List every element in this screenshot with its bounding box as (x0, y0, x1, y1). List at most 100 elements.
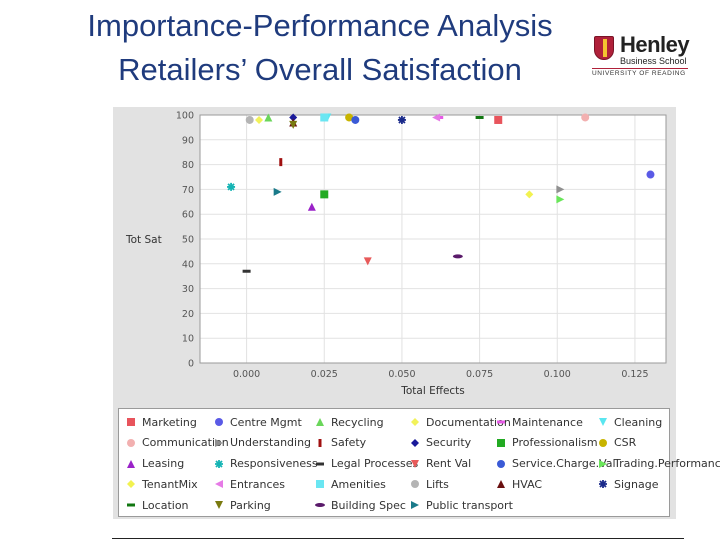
henley-logo: Henley Business School UNIVERSITY OF REA… (590, 33, 700, 79)
legend-marker-leasing (127, 459, 135, 468)
y-tick-label: 40 (182, 259, 194, 270)
legend-marker (127, 438, 135, 447)
chart-legend: Marketing Centre Mgmt Recycling Documentati… (118, 408, 720, 517)
point-marketing (494, 115, 503, 124)
point-building-spec (452, 254, 463, 259)
legend-marker-parking (215, 501, 223, 510)
legend-item-marketing: Marketing (125, 413, 197, 431)
point-responsiveness (227, 182, 236, 191)
point-safety (279, 158, 283, 167)
legend-marker-responsiveness (215, 459, 223, 468)
legend-label: Public transport (426, 498, 513, 512)
legend-marker (127, 480, 135, 489)
legend-marker (497, 420, 505, 424)
legend-label: Centre Mgmt (230, 415, 302, 429)
legend-marker-centre-mgmt (215, 418, 223, 426)
legend-marker (497, 459, 505, 468)
legend-item-trading-performance: Trading.Performance (597, 455, 720, 473)
legend-label: Leasing (142, 457, 185, 471)
chart-panel: 0 10 20 30 40 50 60 70 80 90 100 0.000 0.025 0.050 0.0… (113, 107, 720, 519)
legend-label: Professionalism (512, 436, 598, 450)
point-security (289, 113, 298, 122)
legend-marker (127, 459, 135, 468)
legend-marker-safety (318, 438, 322, 447)
legend-marker-building-spec (315, 503, 325, 508)
legend-marker (318, 438, 322, 447)
legend-item-understanding: Understanding (213, 434, 311, 452)
legend-label: Security (426, 436, 472, 450)
slide-title: Importance-Performance Analysis Retailer… (40, 4, 600, 92)
legend-item-legal-processes: Legal Processes (314, 455, 418, 473)
y-tick-label: 30 (182, 284, 194, 295)
point-amenities (320, 113, 329, 122)
legend-item-leasing: Leasing (125, 455, 184, 473)
point-lifts (245, 115, 254, 124)
legend-item-cleaning: Cleaning (597, 413, 662, 431)
legend-marker (599, 480, 607, 489)
legend-item-parking: Parking (213, 496, 271, 514)
point-rent-val (363, 257, 372, 266)
legend-label: Location (142, 498, 189, 512)
shield-icon (594, 36, 614, 60)
legend-item-professionalism: Professionalism (495, 434, 598, 452)
x-tick-label: 0.000 (233, 369, 260, 380)
legend-label: Safety (331, 436, 367, 450)
legend-marker-trading-performance (599, 459, 607, 468)
legend-label: Understanding (230, 436, 312, 450)
legend-item-responsiveness: Responsiveness (213, 455, 318, 473)
point-public-transport (273, 187, 282, 196)
point-tenantmix (525, 190, 534, 199)
legend-label: Parking (230, 498, 271, 512)
legend-label: Entrances (230, 477, 286, 491)
x-axis-label: Total Effects (400, 385, 465, 397)
legend-item-csr: CSR (597, 434, 636, 452)
legend-label: HVAC (512, 477, 543, 491)
x-tick-label: 0.075 (466, 369, 493, 380)
legend-item-entrances: Entrances (213, 475, 285, 493)
legend-label: Responsiveness (230, 457, 318, 471)
legend-item-hvac: HVAC (495, 475, 542, 493)
legend-marker (497, 438, 505, 447)
plot-border (199, 114, 667, 364)
legend-marker-security (411, 438, 419, 447)
legend-label: Documentation (426, 415, 511, 429)
legend-label: Signage (614, 477, 659, 491)
legend-marker (411, 480, 419, 489)
legend-label: Building Spec (331, 498, 406, 512)
point-parking (289, 120, 298, 129)
legend-marker-tenantmix (127, 480, 135, 489)
legend-marker-hvac (497, 480, 505, 489)
legend-label: TenantMix (142, 477, 198, 491)
point-service-charge-val (351, 115, 360, 124)
legend-label: Amenities (331, 477, 386, 491)
legend-item-tenantmix: TenantMix (125, 475, 198, 493)
y-tick-label: 100 (176, 111, 194, 122)
legend-item-maintenance: Maintenance (495, 413, 583, 431)
legend-marker-csr (599, 438, 607, 447)
legend-marker (215, 459, 223, 468)
legend-item-rent-val: Rent Val (409, 455, 471, 473)
point-documentation (255, 115, 264, 124)
legend-item-documentation: Documentation (409, 413, 511, 431)
legend-marker (411, 459, 419, 468)
y-tick-label: 90 (182, 135, 194, 146)
legend-label: Trading.Performance (614, 457, 720, 471)
title-line-2: Retailers’ Overall Satisfaction (118, 52, 522, 87)
logo-subtitle: Business School (620, 56, 687, 66)
legend-marker (215, 501, 223, 510)
y-tick-label: 0 (188, 359, 194, 370)
legend-label: Service.Charge.Val (512, 457, 616, 471)
point-recycling (264, 113, 273, 122)
legend-label: Legal Processes (331, 457, 419, 471)
y-axis-label: Tot Sat (125, 234, 162, 246)
legend-marker (215, 438, 223, 447)
y-tick-label: 20 (182, 309, 194, 320)
legend-marker-maintenance (497, 420, 505, 424)
legend-marker (599, 418, 607, 426)
y-tick-label: 50 (182, 235, 194, 246)
legend-item-recycling: Recycling (314, 413, 384, 431)
legend-label: Marketing (142, 415, 197, 429)
legend-marker (497, 480, 505, 489)
legend-marker (315, 503, 325, 508)
legend-item-lifts: Lifts (409, 475, 449, 493)
